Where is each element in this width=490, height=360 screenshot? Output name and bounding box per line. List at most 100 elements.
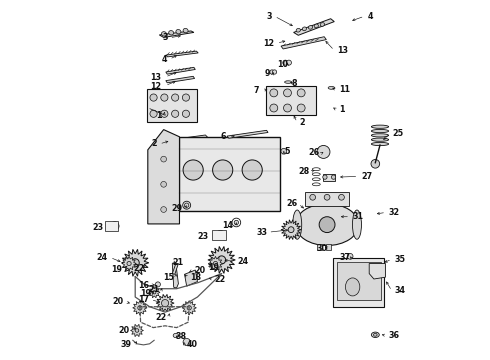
Text: 38: 38 (176, 333, 187, 341)
Text: 5: 5 (285, 148, 290, 156)
Circle shape (270, 104, 278, 112)
Circle shape (187, 306, 191, 310)
Text: 32: 32 (388, 208, 399, 217)
Text: 19: 19 (140, 289, 151, 298)
Text: 23: 23 (93, 223, 104, 232)
Ellipse shape (162, 32, 167, 36)
Circle shape (161, 110, 168, 117)
Text: 20: 20 (112, 297, 123, 306)
Circle shape (162, 300, 169, 307)
Circle shape (270, 70, 274, 74)
FancyBboxPatch shape (266, 86, 316, 115)
Text: 14: 14 (222, 221, 233, 230)
Text: 10: 10 (277, 60, 288, 69)
Circle shape (331, 175, 336, 179)
Text: 2: 2 (151, 139, 157, 148)
Ellipse shape (302, 27, 307, 31)
Polygon shape (281, 220, 301, 240)
Text: 18: 18 (190, 274, 201, 282)
Ellipse shape (345, 278, 360, 296)
Circle shape (213, 261, 218, 266)
Circle shape (323, 175, 327, 179)
Circle shape (371, 159, 380, 168)
Circle shape (234, 220, 239, 225)
Circle shape (281, 148, 287, 154)
Text: 22: 22 (134, 264, 145, 273)
Ellipse shape (285, 81, 292, 83)
Circle shape (213, 160, 233, 180)
Text: 11: 11 (339, 85, 350, 94)
Text: 30: 30 (316, 244, 327, 253)
Polygon shape (182, 301, 196, 315)
FancyBboxPatch shape (305, 192, 349, 206)
Text: 24: 24 (237, 257, 248, 266)
Text: 22: 22 (155, 313, 167, 322)
Circle shape (112, 224, 117, 229)
Text: 22: 22 (215, 274, 226, 284)
Circle shape (218, 232, 223, 237)
Text: 12: 12 (263, 39, 274, 48)
Ellipse shape (296, 28, 300, 32)
Text: 12: 12 (150, 82, 162, 91)
Text: 20: 20 (118, 326, 129, 335)
Polygon shape (133, 301, 147, 315)
Circle shape (163, 301, 168, 306)
Circle shape (127, 261, 131, 266)
Circle shape (286, 60, 292, 65)
Circle shape (150, 110, 157, 117)
Text: 25: 25 (392, 129, 404, 138)
Circle shape (185, 203, 189, 207)
Polygon shape (172, 264, 178, 288)
Circle shape (310, 194, 316, 200)
Polygon shape (122, 249, 149, 276)
Text: 19: 19 (111, 265, 122, 274)
Text: 24: 24 (97, 253, 107, 262)
Circle shape (319, 217, 335, 233)
Circle shape (131, 259, 139, 267)
Text: 20: 20 (194, 266, 205, 275)
Polygon shape (185, 270, 197, 286)
Ellipse shape (320, 23, 324, 26)
Circle shape (155, 282, 160, 287)
Bar (333, 258, 384, 307)
Text: 39: 39 (121, 341, 132, 349)
Ellipse shape (371, 332, 379, 338)
Circle shape (324, 194, 330, 200)
Text: 13: 13 (150, 73, 162, 82)
Circle shape (183, 338, 190, 346)
Circle shape (270, 89, 278, 97)
Polygon shape (317, 244, 322, 250)
Polygon shape (294, 19, 334, 35)
Text: 16: 16 (139, 281, 149, 289)
Text: 1: 1 (339, 105, 345, 114)
Bar (104, 221, 118, 231)
Bar (212, 230, 225, 240)
Ellipse shape (176, 30, 181, 34)
Polygon shape (122, 256, 136, 271)
Text: 8: 8 (291, 78, 297, 87)
Ellipse shape (293, 210, 302, 239)
Ellipse shape (314, 24, 319, 28)
Text: 2: 2 (299, 118, 305, 127)
Text: 36: 36 (388, 331, 399, 340)
Circle shape (288, 227, 294, 233)
Circle shape (347, 253, 353, 259)
Ellipse shape (328, 86, 335, 89)
Ellipse shape (295, 204, 359, 246)
Text: 27: 27 (361, 172, 372, 181)
Ellipse shape (373, 333, 377, 336)
Circle shape (161, 207, 167, 212)
Text: 34: 34 (394, 287, 405, 295)
Polygon shape (281, 37, 326, 49)
Ellipse shape (169, 31, 173, 35)
Polygon shape (130, 324, 144, 337)
Text: 13: 13 (337, 46, 348, 55)
Text: 33: 33 (256, 228, 268, 237)
Circle shape (183, 160, 203, 180)
Polygon shape (326, 244, 331, 250)
Circle shape (161, 181, 167, 187)
Circle shape (218, 256, 226, 264)
Circle shape (153, 291, 156, 294)
Polygon shape (208, 247, 235, 273)
Text: 4: 4 (162, 55, 168, 64)
